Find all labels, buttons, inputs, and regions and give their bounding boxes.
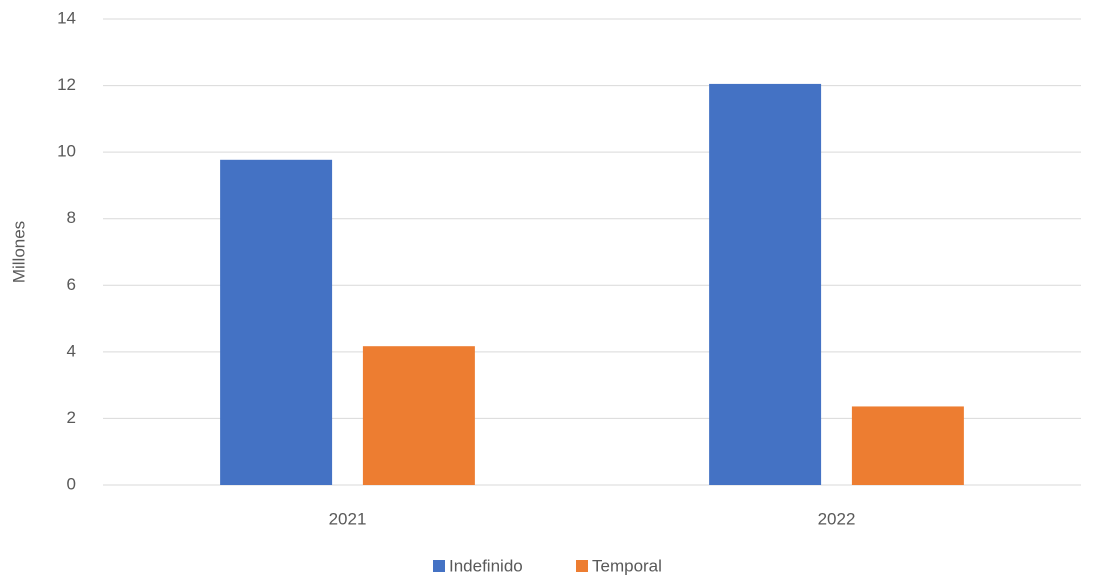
bar — [709, 83, 822, 486]
legend-swatch — [433, 560, 445, 572]
legend-label: Indefinido — [449, 556, 523, 575]
y-tick-label: 8 — [67, 208, 76, 227]
y-tick-label: 6 — [67, 275, 76, 294]
y-tick-label: 14 — [57, 8, 76, 27]
y-tick-label: 2 — [67, 408, 76, 427]
y-tick-label: 4 — [67, 341, 76, 360]
bar — [220, 159, 333, 485]
y-tick-label: 10 — [57, 142, 76, 161]
x-tick-label: 2021 — [329, 509, 367, 528]
x-tick-label: 2022 — [818, 509, 856, 528]
y-tick-label: 12 — [57, 75, 76, 94]
legend-label: Temporal — [592, 556, 662, 575]
legend-swatch — [576, 560, 588, 572]
bar — [851, 406, 964, 485]
y-axis-label: Millones — [9, 221, 28, 283]
bar — [362, 346, 475, 485]
y-tick-label: 0 — [67, 474, 76, 493]
